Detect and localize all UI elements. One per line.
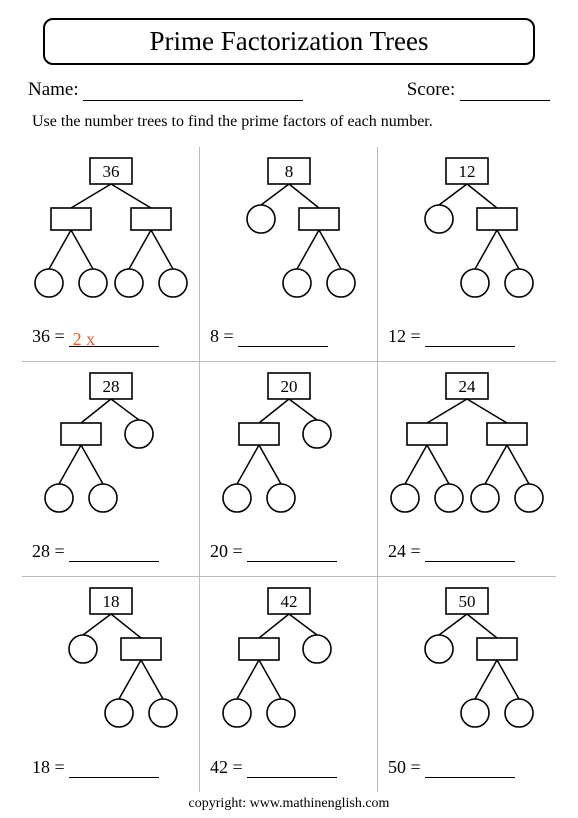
answer-blank[interactable]: 2 x: [69, 329, 159, 347]
answer-number: 28 =: [32, 541, 65, 562]
answer-row: 8 =: [210, 326, 328, 347]
answer-blank[interactable]: [425, 544, 515, 562]
answer-blank[interactable]: [69, 760, 159, 778]
svg-text:42: 42: [280, 592, 297, 611]
answer-blank[interactable]: [425, 760, 515, 778]
problem-cell: 24 24 =: [378, 362, 556, 577]
answer-number: 18 =: [32, 757, 65, 778]
score-label: Score:: [407, 79, 456, 100]
factor-tree: 12: [383, 155, 551, 310]
answer-blank[interactable]: [238, 329, 328, 347]
factor-tree: 42: [205, 585, 373, 740]
problem-cell: 20 20 =: [200, 362, 378, 577]
factor-tree: 8: [205, 155, 373, 310]
svg-text:24: 24: [459, 377, 477, 396]
answer-blank[interactable]: [69, 544, 159, 562]
answer-row: 20 =: [210, 541, 337, 562]
worksheet-title-box: Prime Factorization Trees: [43, 18, 534, 65]
svg-text:20: 20: [280, 377, 297, 396]
answer-blank[interactable]: [247, 760, 337, 778]
answer-row: 24 =: [388, 541, 515, 562]
answer-blank[interactable]: [247, 544, 337, 562]
instruction-text: Use the number trees to find the prime f…: [32, 113, 550, 131]
answer-number: 36 =: [32, 326, 65, 347]
problem-cell: 12 12 =: [378, 147, 556, 362]
answer-number: 8 =: [210, 326, 234, 347]
score-field: Score:: [407, 79, 550, 101]
svg-text:18: 18: [102, 592, 119, 611]
name-field: Name:: [28, 79, 303, 101]
name-blank[interactable]: [83, 83, 303, 101]
worksheet-title: Prime Factorization Trees: [150, 26, 429, 56]
worksheet-grid: 36 36 = 2 x 8 8 = 12 12 = 28 28 = 20 20 …: [22, 147, 556, 792]
problem-cell: 42 42 =: [200, 577, 378, 792]
copyright-text: copyright: www.mathinenglish.com: [22, 796, 556, 812]
factor-tree: 20: [205, 370, 373, 525]
answer-number: 20 =: [210, 541, 243, 562]
answer-number: 24 =: [388, 541, 421, 562]
answer-row: 36 = 2 x: [32, 326, 159, 347]
problem-cell: 18 18 =: [22, 577, 200, 792]
svg-text:50: 50: [459, 592, 476, 611]
answer-number: 42 =: [210, 757, 243, 778]
answer-row: 42 =: [210, 757, 337, 778]
problem-cell: 28 28 =: [22, 362, 200, 577]
answer-row: 18 =: [32, 757, 159, 778]
svg-text:8: 8: [284, 162, 293, 181]
student-info-row: Name: Score:: [28, 79, 550, 101]
problem-cell: 36 36 = 2 x: [22, 147, 200, 362]
name-label: Name:: [28, 79, 79, 100]
factor-tree: 50: [383, 585, 551, 740]
answer-number: 12 =: [388, 326, 421, 347]
answer-row: 12 =: [388, 326, 515, 347]
factor-tree: 18: [27, 585, 195, 740]
factor-tree: 24: [383, 370, 551, 525]
svg-text:36: 36: [102, 162, 119, 181]
svg-text:28: 28: [102, 377, 119, 396]
problem-cell: 8 8 =: [200, 147, 378, 362]
problem-cell: 50 50 =: [378, 577, 556, 792]
answer-blank[interactable]: [425, 329, 515, 347]
svg-text:12: 12: [459, 162, 476, 181]
answer-row: 28 =: [32, 541, 159, 562]
factor-tree: 36: [27, 155, 195, 310]
answer-number: 50 =: [388, 757, 421, 778]
answer-row: 50 =: [388, 757, 515, 778]
score-blank[interactable]: [460, 83, 550, 101]
factor-tree: 28: [27, 370, 195, 525]
